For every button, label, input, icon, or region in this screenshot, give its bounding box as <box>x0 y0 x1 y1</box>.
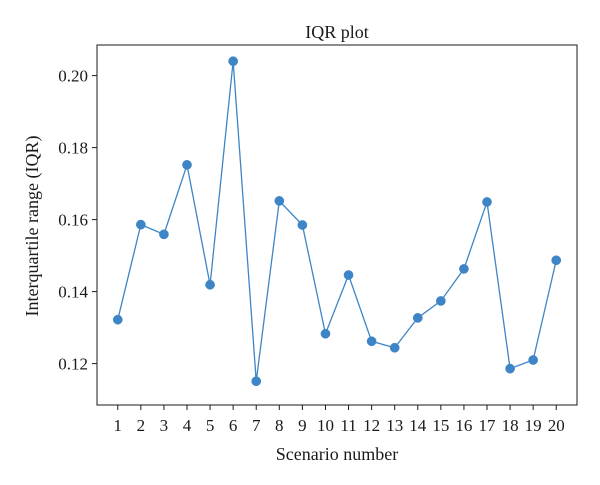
data-point <box>251 376 262 387</box>
y-tick-label: 0.14 <box>58 283 88 302</box>
x-tick-label: 20 <box>548 416 565 435</box>
data-point <box>228 56 239 67</box>
y-tick-label: 0.12 <box>58 355 88 374</box>
data-point <box>459 264 469 274</box>
x-tick-label: 13 <box>386 416 403 435</box>
x-tick-label: 1 <box>114 416 123 435</box>
data-point <box>320 328 331 339</box>
x-tick-label: 14 <box>409 416 427 435</box>
data-point <box>412 313 423 323</box>
x-tick-label: 9 <box>298 416 307 435</box>
data-point <box>182 160 192 170</box>
y-tick-label: 0.18 <box>58 139 88 158</box>
data-point <box>528 355 539 365</box>
data-point <box>297 220 308 230</box>
y-axis-title: Interquartile range (IQR) <box>22 136 43 317</box>
data-point <box>112 314 123 325</box>
plot-frame <box>96 44 578 406</box>
data-point <box>435 296 446 306</box>
x-tick-label: 19 <box>525 416 542 435</box>
x-tick-label: 10 <box>317 416 334 435</box>
x-tick-label: 11 <box>340 416 356 435</box>
data-point <box>505 363 515 374</box>
data-point <box>389 342 400 353</box>
y-tick-label: 0.16 <box>58 211 88 230</box>
chart-title: IQR plot <box>305 22 369 42</box>
x-tick-label: 15 <box>432 416 449 435</box>
x-tick-label: 16 <box>455 416 472 435</box>
x-tick-label: 8 <box>275 416 284 435</box>
x-tick-label: 7 <box>252 416 261 435</box>
data-point <box>551 255 562 266</box>
data-point <box>205 279 215 290</box>
data-point <box>482 197 492 207</box>
x-tick-label: 4 <box>183 416 192 435</box>
data-point <box>135 219 146 230</box>
x-tick-label: 18 <box>502 416 519 435</box>
x-tick-label: 17 <box>479 416 497 435</box>
x-tick-label: 2 <box>137 416 146 435</box>
data-point <box>366 336 377 347</box>
x-tick-label: 12 <box>363 416 380 435</box>
x-tick-label: 5 <box>206 416 215 435</box>
data-point <box>343 270 354 280</box>
series-line <box>117 61 557 382</box>
x-tick-label: 3 <box>160 416 169 435</box>
data-point <box>274 196 285 206</box>
x-tick-label: 6 <box>229 416 238 435</box>
y-tick-label: 0.20 <box>58 67 88 86</box>
data-point <box>159 229 169 240</box>
x-axis-title: Scenario number <box>276 444 398 464</box>
